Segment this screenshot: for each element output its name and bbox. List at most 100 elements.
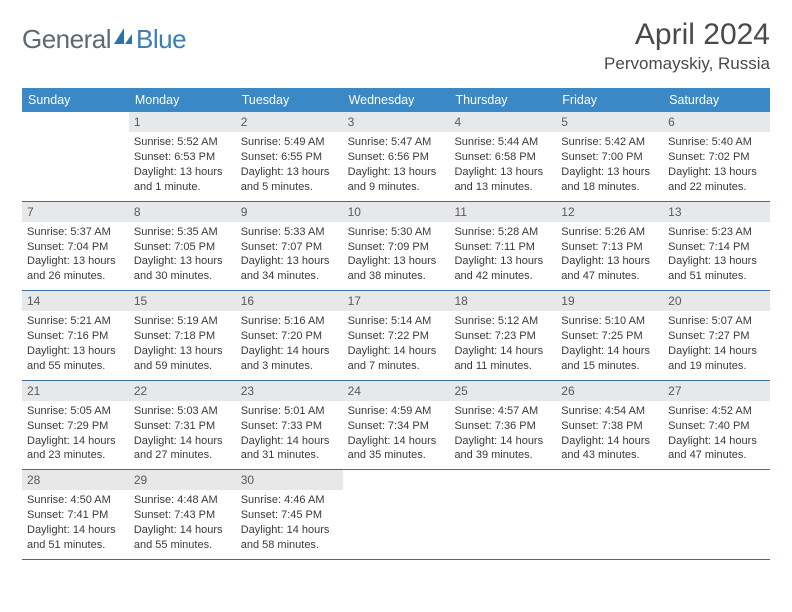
week-row: 7Sunrise: 5:37 AMSunset: 7:04 PMDaylight… xyxy=(22,202,770,292)
sunset-line: Sunset: 7:29 PM xyxy=(27,419,124,434)
sunset-line: Sunset: 7:31 PM xyxy=(134,419,231,434)
sunset-line: Sunset: 7:13 PM xyxy=(561,240,658,255)
day-cell: 30Sunrise: 4:46 AMSunset: 7:45 PMDayligh… xyxy=(236,470,343,559)
day-number: 20 xyxy=(663,291,770,311)
daylight-line: and 30 minutes. xyxy=(134,269,231,284)
sunrise-line: Sunrise: 5:19 AM xyxy=(134,314,231,329)
sunrise-line: Sunrise: 4:52 AM xyxy=(668,404,765,419)
sunrise-line: Sunrise: 5:07 AM xyxy=(668,314,765,329)
weekday-header: Monday xyxy=(129,88,236,112)
weekday-header: Tuesday xyxy=(236,88,343,112)
daylight-line: and 58 minutes. xyxy=(241,538,338,553)
sunset-line: Sunset: 7:05 PM xyxy=(134,240,231,255)
daylight-line: and 43 minutes. xyxy=(561,448,658,463)
sunset-line: Sunset: 7:34 PM xyxy=(348,419,445,434)
day-cell: 21 Sunrise: 5:05 AMSunset: 7:29 PMDayligh… xyxy=(22,381,129,470)
daylight-line: and 51 minutes. xyxy=(668,269,765,284)
sunset-line: Sunset: 7:25 PM xyxy=(561,329,658,344)
day-number: 10 xyxy=(343,202,450,222)
day-cell: 29Sunrise: 4:48 AMSunset: 7:43 PMDayligh… xyxy=(129,470,236,559)
day-number: 15 xyxy=(129,291,236,311)
daylight-line: and 3 minutes. xyxy=(241,359,338,374)
daylight-line: and 11 minutes. xyxy=(454,359,551,374)
sunrise-line: Sunrise: 5:12 AM xyxy=(454,314,551,329)
sunrise-line: Sunrise: 5:28 AM xyxy=(454,225,551,240)
month-title: April 2024 xyxy=(604,18,770,52)
day-cell xyxy=(22,112,129,201)
sunrise-line: Sunrise: 5:03 AM xyxy=(134,404,231,419)
sunset-line: Sunset: 7:02 PM xyxy=(668,150,765,165)
daylight-line: Daylight: 14 hours xyxy=(668,344,765,359)
sunset-line: Sunset: 7:09 PM xyxy=(348,240,445,255)
daylight-line: Daylight: 13 hours xyxy=(241,254,338,269)
day-number: 17 xyxy=(343,291,450,311)
day-cell: 11Sunrise: 5:28 AMSunset: 7:11 PMDayligh… xyxy=(449,202,556,291)
daylight-line: Daylight: 14 hours xyxy=(241,344,338,359)
day-number: 23 xyxy=(236,381,343,401)
daylight-line: and 55 minutes. xyxy=(27,359,124,374)
day-number: 4 xyxy=(449,112,556,132)
daylight-line: Daylight: 13 hours xyxy=(241,165,338,180)
sunset-line: Sunset: 6:58 PM xyxy=(454,150,551,165)
daylight-line: Daylight: 14 hours xyxy=(348,344,445,359)
daylight-line: Daylight: 13 hours xyxy=(668,165,765,180)
sunset-line: Sunset: 7:38 PM xyxy=(561,419,658,434)
weekday-header-row: Sunday Monday Tuesday Wednesday Thursday… xyxy=(22,88,770,112)
sunset-line: Sunset: 7:41 PM xyxy=(27,508,124,523)
week-row: 1Sunrise: 5:52 AMSunset: 6:53 PMDaylight… xyxy=(22,112,770,202)
day-number: 24 xyxy=(343,381,450,401)
sunrise-line: Sunrise: 5:01 AM xyxy=(241,404,338,419)
sunset-line: Sunset: 7:40 PM xyxy=(668,419,765,434)
daylight-line: and 47 minutes. xyxy=(561,269,658,284)
daylight-line: Daylight: 14 hours xyxy=(27,434,124,449)
page-header: General Blue April 2024 Pervomayskiy, Ru… xyxy=(22,18,770,74)
daylight-line: and 59 minutes. xyxy=(134,359,231,374)
daylight-line: and 51 minutes. xyxy=(27,538,124,553)
sunset-line: Sunset: 7:22 PM xyxy=(348,329,445,344)
daylight-line: and 22 minutes. xyxy=(668,180,765,195)
day-cell: 14Sunrise: 5:21 AMSunset: 7:16 PMDayligh… xyxy=(22,291,129,380)
daylight-line: Daylight: 13 hours xyxy=(134,165,231,180)
logo-text-general: General xyxy=(22,24,111,55)
logo: General Blue xyxy=(22,24,186,55)
day-number: 21 xyxy=(22,381,129,401)
sunrise-line: Sunrise: 5:05 AM xyxy=(27,404,124,419)
daylight-line: and 15 minutes. xyxy=(561,359,658,374)
day-cell: 26Sunrise: 4:54 AMSunset: 7:38 PMDayligh… xyxy=(556,381,663,470)
daylight-line: Daylight: 13 hours xyxy=(561,254,658,269)
daylight-line: and 47 minutes. xyxy=(668,448,765,463)
sunset-line: Sunset: 7:23 PM xyxy=(454,329,551,344)
day-cell: 20Sunrise: 5:07 AMSunset: 7:27 PMDayligh… xyxy=(663,291,770,380)
week-row: 28Sunrise: 4:50 AMSunset: 7:41 PMDayligh… xyxy=(22,470,770,560)
day-cell: 19Sunrise: 5:10 AMSunset: 7:25 PMDayligh… xyxy=(556,291,663,380)
day-number: 5 xyxy=(556,112,663,132)
day-number: 27 xyxy=(663,381,770,401)
day-cell: 28Sunrise: 4:50 AMSunset: 7:41 PMDayligh… xyxy=(22,470,129,559)
week-row: 21 Sunrise: 5:05 AMSunset: 7:29 PMDayligh… xyxy=(22,381,770,471)
sunset-line: Sunset: 7:36 PM xyxy=(454,419,551,434)
daylight-line: Daylight: 13 hours xyxy=(27,344,124,359)
day-number: 22 xyxy=(129,381,236,401)
day-number: 19 xyxy=(556,291,663,311)
daylight-line: Daylight: 14 hours xyxy=(561,344,658,359)
daylight-line: Daylight: 13 hours xyxy=(561,165,658,180)
day-number: 2 xyxy=(236,112,343,132)
day-cell: 23Sunrise: 5:01 AMSunset: 7:33 PMDayligh… xyxy=(236,381,343,470)
sunset-line: Sunset: 7:11 PM xyxy=(454,240,551,255)
day-cell xyxy=(556,470,663,559)
daylight-line: and 9 minutes. xyxy=(348,180,445,195)
day-cell: 24Sunrise: 4:59 AMSunset: 7:34 PMDayligh… xyxy=(343,381,450,470)
sunrise-line: Sunrise: 5:33 AM xyxy=(241,225,338,240)
day-number: 14 xyxy=(22,291,129,311)
day-cell: 22Sunrise: 5:03 AMSunset: 7:31 PMDayligh… xyxy=(129,381,236,470)
day-cell xyxy=(663,470,770,559)
weekday-header: Wednesday xyxy=(343,88,450,112)
day-number: 13 xyxy=(663,202,770,222)
sunrise-line: Sunrise: 5:26 AM xyxy=(561,225,658,240)
day-cell: 7Sunrise: 5:37 AMSunset: 7:04 PMDaylight… xyxy=(22,202,129,291)
calendar-grid: Sunday Monday Tuesday Wednesday Thursday… xyxy=(22,88,770,560)
sunrise-line: Sunrise: 5:49 AM xyxy=(241,135,338,150)
day-number: 6 xyxy=(663,112,770,132)
sunset-line: Sunset: 7:33 PM xyxy=(241,419,338,434)
day-cell: 3Sunrise: 5:47 AMSunset: 6:56 PMDaylight… xyxy=(343,112,450,201)
